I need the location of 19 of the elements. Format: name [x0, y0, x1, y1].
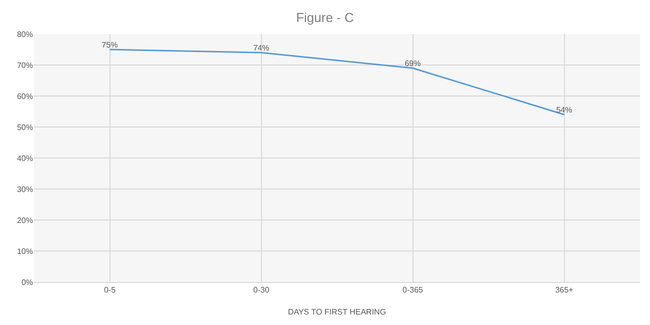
x-tick-label: 0-5 [104, 286, 116, 295]
data-label: 74% [253, 44, 270, 53]
x-tick-label: 0-365 [402, 286, 424, 295]
y-tick-label: 40% [16, 154, 33, 163]
x-axis-title: DAYS TO FIRST HEARING [288, 308, 386, 317]
y-tick-label: 20% [16, 216, 33, 225]
x-tick-label: 365+ [555, 286, 574, 295]
y-tick-label: 30% [16, 184, 33, 194]
y-tick-label: 80% [16, 30, 33, 39]
y-tick-label: 60% [16, 92, 33, 101]
data-label: 69% [404, 59, 421, 68]
y-tick-label: 70% [16, 60, 33, 70]
data-label: 75% [102, 40, 118, 50]
x-tick-label: 0-30 [253, 286, 270, 295]
y-tick-label: 50% [16, 122, 33, 132]
y-tick-label: 10% [16, 246, 33, 256]
data-label: 54% [556, 106, 572, 115]
y-tick-label: 0% [21, 278, 33, 287]
chart-title: Figure - C [296, 10, 354, 26]
